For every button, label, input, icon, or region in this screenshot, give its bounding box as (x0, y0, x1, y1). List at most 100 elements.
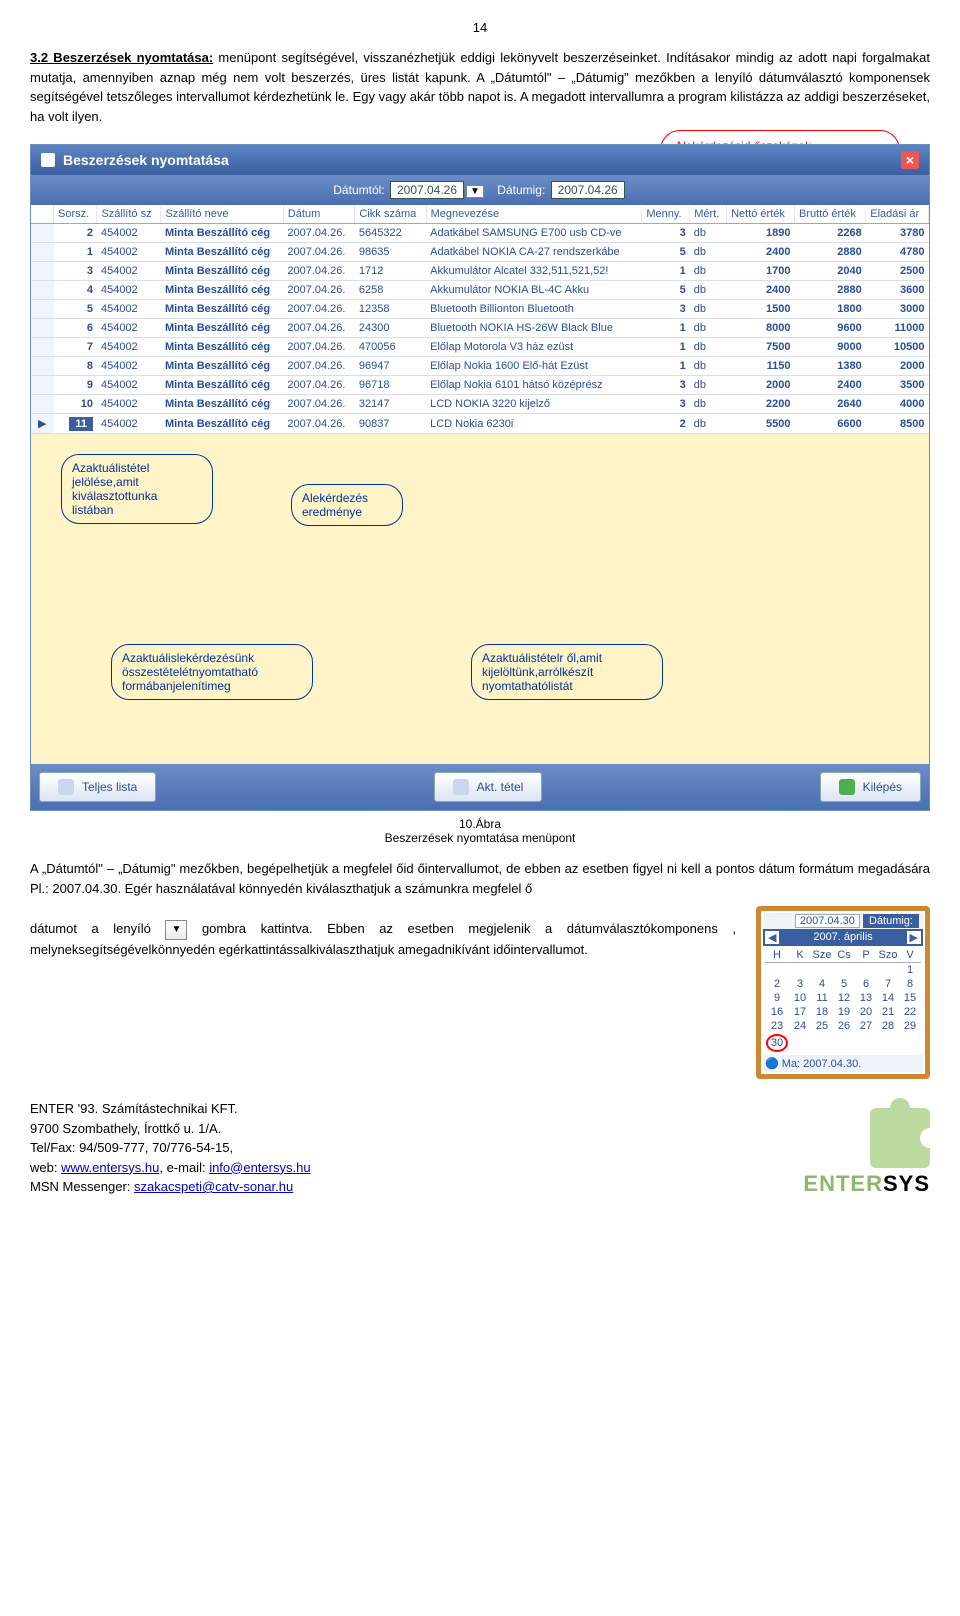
calendar-date-field[interactable]: 2007.04.30 (795, 914, 860, 928)
table-row[interactable]: 10454002Minta Beszállító cég 2007.04.26.… (31, 395, 929, 414)
calendar-day[interactable]: 16 (765, 1005, 789, 1019)
calendar-grid: HKSzeCsPSzoV 123456789101112131415161718… (765, 948, 921, 1053)
calendar-day[interactable]: 5 (833, 977, 855, 991)
col-header[interactable]: Menny. (642, 205, 690, 224)
email-link[interactable]: info@entersys.hu (209, 1160, 310, 1175)
calendar-day[interactable]: 15 (899, 991, 921, 1005)
calendar-day[interactable] (899, 1033, 921, 1053)
current-item-button[interactable]: Akt. tétel (434, 772, 543, 802)
calendar-day[interactable] (789, 1033, 811, 1053)
dropdown-para: dátumot a lenyíló ▼ gombra kattintva. Eb… (30, 919, 736, 959)
calendar-day[interactable]: 18 (811, 1005, 833, 1019)
footer-contact: ENTER '93. Számítástechnikai KFT. 9700 S… (30, 1099, 311, 1197)
calendar-day[interactable]: 30 (765, 1033, 789, 1053)
col-header[interactable]: Sorsz. (54, 205, 97, 224)
table-row[interactable]: 2454002Minta Beszállító cég 2007.04.26.5… (31, 224, 929, 243)
calendar-day[interactable] (811, 1033, 833, 1053)
calendar-day[interactable] (855, 1033, 877, 1053)
table-row[interactable]: 8454002Minta Beszállító cég 2007.04.26.9… (31, 357, 929, 376)
col-header[interactable]: Megnevezése (426, 205, 642, 224)
dropdown-button-inline[interactable]: ▼ (165, 920, 187, 940)
col-header[interactable]: Mért. (690, 205, 727, 224)
calendar-day[interactable] (789, 963, 811, 978)
table-row[interactable]: 3454002Minta Beszállító cég 2007.04.26.1… (31, 262, 929, 281)
calendar-day[interactable]: 24 (789, 1019, 811, 1033)
to-date-input[interactable]: 2007.04.26 (551, 181, 625, 199)
calendar-day[interactable]: 7 (877, 977, 899, 991)
table-row[interactable]: ▶ 11454002Minta Beszállító cég 2007.04.2… (31, 414, 929, 434)
calendar-day[interactable]: 10 (789, 991, 811, 1005)
callout-query-result: Alekérdezés eredménye (291, 484, 403, 526)
to-label: Dátumig: (497, 183, 545, 197)
calendar-day[interactable] (877, 963, 899, 978)
calendar-day[interactable]: 8 (899, 977, 921, 991)
calendar-day[interactable]: 23 (765, 1019, 789, 1033)
titlebar: Beszerzések nyomtatása × (31, 145, 929, 175)
calendar-day[interactable] (833, 963, 855, 978)
calendar-day[interactable]: 4 (811, 977, 833, 991)
window-icon (41, 153, 55, 167)
table-row[interactable]: 9454002Minta Beszállító cég 2007.04.26.9… (31, 376, 929, 395)
calendar-day[interactable]: 13 (855, 991, 877, 1005)
print-window: Beszerzések nyomtatása × Dátumtól: 2007.… (30, 144, 930, 811)
calendar-month: 2007. április (813, 931, 872, 944)
table-row[interactable]: 7454002Minta Beszállító cég 2007.04.26.4… (31, 338, 929, 357)
filter-bar: Dátumtól: 2007.04.26▼ Dátumig: 2007.04.2… (31, 175, 929, 205)
callout-current-item: Azaktuálistétel jelölése,amit kiválaszto… (61, 454, 213, 524)
calendar-day[interactable]: 19 (833, 1005, 855, 1019)
calendar-day[interactable] (833, 1033, 855, 1053)
calendar-day[interactable]: 2 (765, 977, 789, 991)
col-header[interactable]: Dátum (283, 205, 355, 224)
logo: ENTERSYS (803, 1108, 930, 1197)
col-header[interactable]: Szállító neve (161, 205, 283, 224)
calendar-day[interactable] (765, 963, 789, 978)
calendar-day[interactable] (855, 963, 877, 978)
calendar-today[interactable]: 🔵 Ma: 2007.04.30. (763, 1055, 923, 1072)
dropdown-icon[interactable]: ▼ (466, 185, 484, 198)
calendar-day[interactable]: 22 (899, 1005, 921, 1019)
col-header[interactable]: Bruttó érték (795, 205, 866, 224)
logo-text: ENTERSYS (803, 1171, 930, 1196)
puzzle-icon (870, 1108, 930, 1168)
calendar-day[interactable]: 29 (899, 1019, 921, 1033)
col-header[interactable]: Cikk száma (355, 205, 426, 224)
close-icon[interactable]: × (901, 151, 919, 169)
calendar-day[interactable]: 3 (789, 977, 811, 991)
from-date-input[interactable]: 2007.04.26 (390, 181, 464, 199)
button-bar: Teljes lista Akt. tétel Kilépés (31, 764, 929, 810)
callout-current-print: Azaktuálistételr ől,amit kijelöltünk,arr… (471, 644, 663, 700)
col-header[interactable]: Szállító sz (97, 205, 161, 224)
calendar-day[interactable]: 21 (877, 1005, 899, 1019)
calendar-day[interactable]: 17 (789, 1005, 811, 1019)
full-list-button[interactable]: Teljes lista (39, 772, 156, 802)
callout-full-list: Azaktuálislekérdezésünk összestételétnyo… (111, 644, 313, 700)
calendar-day[interactable]: 26 (833, 1019, 855, 1033)
calendar-day[interactable]: 14 (877, 991, 899, 1005)
calendar-day[interactable]: 1 (899, 963, 921, 978)
table-row[interactable]: 6454002Minta Beszállító cég 2007.04.26.2… (31, 319, 929, 338)
window-title: Beszerzések nyomtatása (63, 152, 229, 168)
prev-month-icon[interactable]: ◀ (765, 931, 779, 944)
calendar-day[interactable]: 28 (877, 1019, 899, 1033)
calendar-day[interactable] (877, 1033, 899, 1053)
calendar-day[interactable]: 6 (855, 977, 877, 991)
calendar-day[interactable]: 20 (855, 1005, 877, 1019)
calendar-day[interactable]: 25 (811, 1019, 833, 1033)
web-link[interactable]: www.entersys.hu (61, 1160, 159, 1175)
exit-button[interactable]: Kilépés (820, 772, 921, 802)
printer-icon (58, 779, 74, 795)
calendar-month-bar: ◀ 2007. április ▶ (763, 929, 923, 946)
calendar-day[interactable]: 27 (855, 1019, 877, 1033)
table-row[interactable]: 5454002Minta Beszállító cég 2007.04.26.1… (31, 300, 929, 319)
calendar-popup: 2007.04.30 Dátumig: ◀ 2007. április ▶ HK… (756, 906, 930, 1079)
col-header[interactable]: Eladási ár (866, 205, 929, 224)
calendar-day[interactable]: 12 (833, 991, 855, 1005)
col-header[interactable]: Nettó érték (727, 205, 795, 224)
next-month-icon[interactable]: ▶ (907, 931, 921, 944)
table-row[interactable]: 1454002Minta Beszállító cég 2007.04.26.9… (31, 243, 929, 262)
calendar-day[interactable]: 11 (811, 991, 833, 1005)
msn-link[interactable]: szakacspeti@catv-sonar.hu (134, 1179, 293, 1194)
table-row[interactable]: 4454002Minta Beszállító cég 2007.04.26.6… (31, 281, 929, 300)
calendar-day[interactable] (811, 963, 833, 978)
calendar-day[interactable]: 9 (765, 991, 789, 1005)
